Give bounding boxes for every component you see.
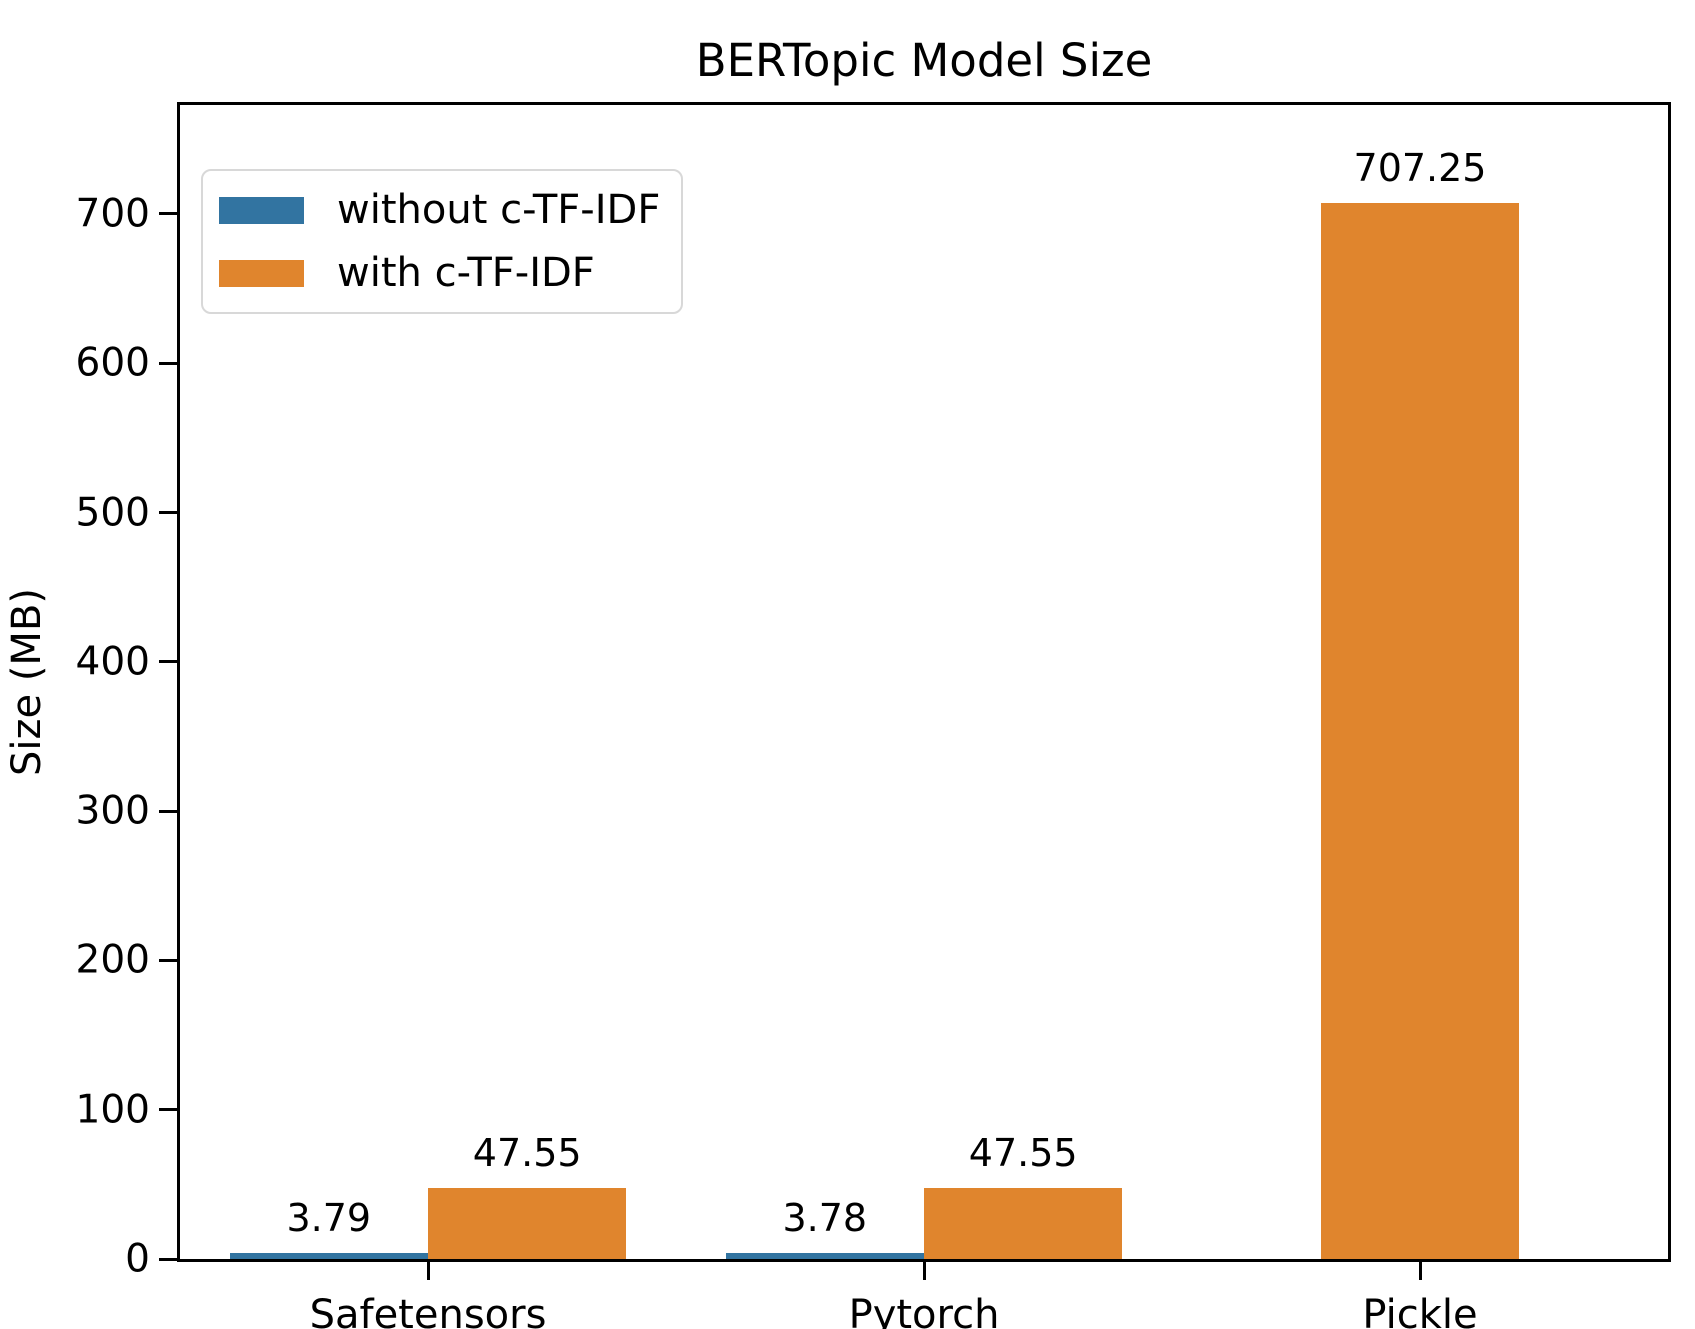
x-tick-label-safetensors: Safetensors — [309, 1292, 547, 1329]
legend-swatch-with-c-tf-idf — [219, 259, 304, 287]
bar-value-label: 47.55 — [968, 1131, 1078, 1176]
legend-item-with-c-tf-idf: with c-TF-IDF — [219, 251, 661, 295]
y-tick-label: 400 — [75, 639, 150, 685]
bar-value-label: 47.55 — [472, 1131, 582, 1176]
y-tick-mark — [159, 361, 177, 365]
y-tick-label: 700 — [75, 191, 150, 237]
y-tick-label: 500 — [75, 490, 150, 536]
legend: without c-TF-IDF with c-TF-IDF — [201, 169, 683, 314]
bar-safetensors-with-c-tf-idf — [428, 1188, 627, 1259]
bar-value-label: 3.79 — [286, 1196, 372, 1241]
y-tick-label: 300 — [75, 788, 150, 834]
y-tick-label: 600 — [75, 340, 150, 386]
y-tick-label: 200 — [75, 937, 150, 983]
bar-value-label: 707.25 — [1353, 146, 1487, 191]
chart-title: BERTopic Model Size — [695, 34, 1153, 87]
bar-value-label: 3.78 — [782, 1196, 868, 1241]
y-tick-mark — [159, 1257, 177, 1261]
y-tick-mark — [159, 212, 177, 216]
plot-area: 0 100 200 300 400 500 600 700 Safetensors Pytorch… — [76, 102, 1671, 1329]
bar-safetensors-without-c-tf-idf — [229, 1253, 428, 1259]
legend-label-without-c-tf-idf: without c-TF-IDF — [337, 187, 661, 233]
x-tick-mark — [922, 1262, 926, 1280]
y-tick-mark — [159, 958, 177, 962]
y-tick-mark — [159, 660, 177, 664]
y-tick-label: 100 — [75, 1087, 150, 1133]
x-tick-label-pytorch: Pytorch — [848, 1292, 1000, 1329]
bar-pickle-with-c-tf-idf — [1320, 203, 1520, 1259]
y-axis-label: Size (MB) — [4, 588, 50, 776]
y-tick-mark — [159, 809, 177, 813]
x-tick-mark — [1418, 1262, 1422, 1280]
y-tick-mark — [159, 1108, 177, 1112]
legend-label-with-c-tf-idf: with c-TF-IDF — [337, 250, 595, 296]
y-tick-mark — [159, 511, 177, 515]
x-tick-label-pickle: Pickle — [1362, 1292, 1478, 1329]
bar-pytorch-with-c-tf-idf — [924, 1188, 1123, 1259]
bar-pytorch-without-c-tf-idf — [725, 1253, 924, 1259]
y-tick-label: 0 — [125, 1236, 150, 1282]
x-tick-mark — [426, 1262, 430, 1280]
legend-swatch-without-c-tf-idf — [219, 196, 304, 224]
legend-item-without-c-tf-idf: without c-TF-IDF — [219, 188, 661, 232]
